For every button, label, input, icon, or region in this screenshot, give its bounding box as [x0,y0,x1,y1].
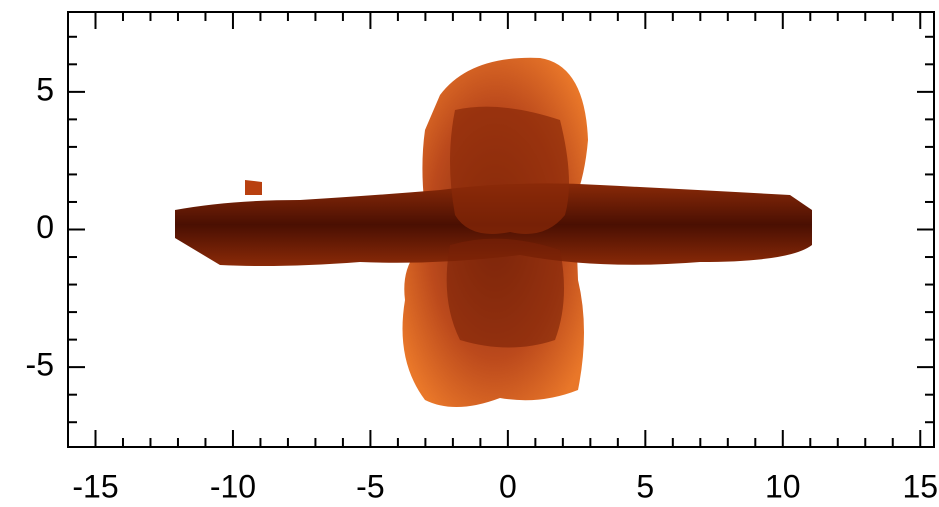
x-tick-label: 0 [499,468,517,504]
y-tick-label: 5 [36,71,54,107]
x-tick-label: 15 [902,468,938,504]
x-tick-label: -5 [356,468,384,504]
y-tick-label: -5 [26,347,54,383]
rendered-image [175,57,812,408]
x-tick-label: 5 [636,468,654,504]
y-tick-label: 0 [36,209,54,245]
x-tick-label: -15 [72,468,118,504]
x-tick-label: 10 [765,468,801,504]
x-tick-label: -10 [210,468,256,504]
